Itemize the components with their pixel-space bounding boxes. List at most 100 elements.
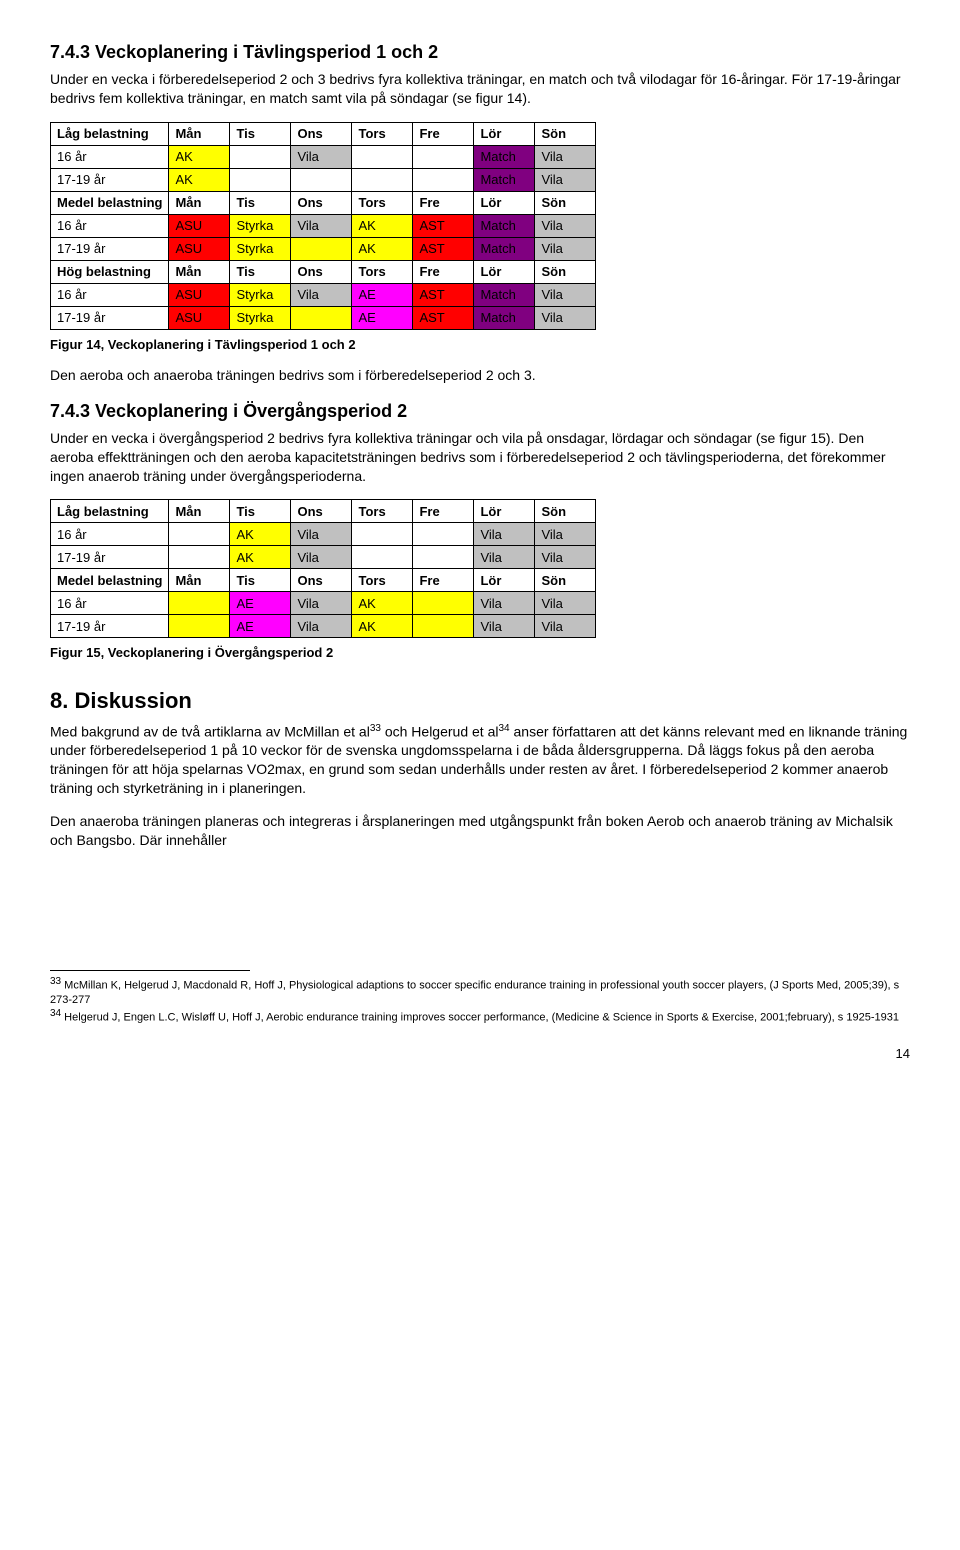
schedule-cell: AK	[352, 238, 413, 261]
schedule-cell	[169, 523, 230, 546]
schedule-cell	[352, 546, 413, 569]
row-label: 17-19 år	[51, 307, 169, 330]
day-header: Tors	[352, 261, 413, 284]
group-label: Låg belastning	[51, 123, 169, 146]
schedule-cell: ASU	[169, 238, 230, 261]
row-label: 17-19 år	[51, 238, 169, 261]
section3-para1: Med bakgrund av de två artiklarna av McM…	[50, 722, 910, 798]
day-header: Mån	[169, 192, 230, 215]
day-header: Sön	[535, 569, 596, 592]
schedule-cell	[413, 523, 474, 546]
day-header: Tors	[352, 123, 413, 146]
schedule-cell: Vila	[291, 284, 352, 307]
schedule-cell: Vila	[291, 523, 352, 546]
schedule-cell: Vila	[291, 146, 352, 169]
schedule-cell: AE	[230, 615, 291, 638]
schedule-cell: ASU	[169, 284, 230, 307]
day-header: Lör	[474, 123, 535, 146]
day-header: Tors	[352, 500, 413, 523]
schedule-cell	[291, 169, 352, 192]
schedule-cell: Match	[474, 238, 535, 261]
figure14-table: Låg belastningMånTisOnsTorsFreLörSön16 å…	[50, 122, 596, 330]
schedule-cell: Vila	[535, 284, 596, 307]
schedule-cell	[169, 546, 230, 569]
section1-para: Under en vecka i förberedelseperiod 2 oc…	[50, 70, 910, 108]
group-label: Hög belastning	[51, 261, 169, 284]
day-header: Lör	[474, 569, 535, 592]
schedule-cell: AK	[230, 523, 291, 546]
day-header: Tors	[352, 569, 413, 592]
row-label: 17-19 år	[51, 546, 169, 569]
schedule-cell: Vila	[291, 546, 352, 569]
schedule-cell	[413, 146, 474, 169]
schedule-cell	[413, 592, 474, 615]
schedule-cell: AST	[413, 215, 474, 238]
schedule-cell: Vila	[535, 523, 596, 546]
day-header: Lör	[474, 261, 535, 284]
schedule-cell: AK	[352, 215, 413, 238]
schedule-cell: AK	[169, 146, 230, 169]
schedule-cell: Styrka	[230, 307, 291, 330]
day-header: Fre	[413, 192, 474, 215]
row-label: 16 år	[51, 215, 169, 238]
footnotes: 33 McMillan K, Helgerud J, Macdonald R, …	[50, 970, 910, 1025]
schedule-cell	[413, 546, 474, 569]
row-label: 16 år	[51, 523, 169, 546]
schedule-cell	[291, 238, 352, 261]
schedule-cell	[413, 169, 474, 192]
figure15-caption: Figur 15, Veckoplanering i Övergångsperi…	[50, 644, 910, 662]
day-header: Mån	[169, 123, 230, 146]
day-header: Tis	[230, 261, 291, 284]
day-header: Tis	[230, 192, 291, 215]
day-header: Ons	[291, 261, 352, 284]
schedule-cell: Vila	[291, 615, 352, 638]
day-header: Sön	[535, 500, 596, 523]
day-header: Ons	[291, 192, 352, 215]
schedule-cell	[169, 592, 230, 615]
day-header: Fre	[413, 569, 474, 592]
schedule-cell: Vila	[535, 592, 596, 615]
schedule-cell: AST	[413, 307, 474, 330]
schedule-cell: Vila	[474, 546, 535, 569]
section1-after: Den aeroba och anaeroba träningen bedriv…	[50, 366, 910, 385]
schedule-cell	[169, 615, 230, 638]
row-label: 17-19 år	[51, 169, 169, 192]
schedule-cell: ASU	[169, 215, 230, 238]
section3-heading: 8. Diskussion	[50, 686, 910, 716]
section2-heading: 7.4.3 Veckoplanering i Övergångsperiod 2	[50, 399, 910, 423]
schedule-cell: Vila	[535, 169, 596, 192]
day-header: Tors	[352, 192, 413, 215]
schedule-cell: Vila	[535, 215, 596, 238]
row-label: 16 år	[51, 146, 169, 169]
day-header: Mån	[169, 569, 230, 592]
day-header: Lör	[474, 192, 535, 215]
schedule-cell: Vila	[535, 615, 596, 638]
schedule-cell	[352, 523, 413, 546]
day-header: Ons	[291, 123, 352, 146]
day-header: Tis	[230, 500, 291, 523]
schedule-cell: Styrka	[230, 284, 291, 307]
group-label: Medel belastning	[51, 192, 169, 215]
schedule-cell: Styrka	[230, 215, 291, 238]
schedule-cell: ASU	[169, 307, 230, 330]
day-header: Sön	[535, 123, 596, 146]
day-header: Fre	[413, 261, 474, 284]
section2-para: Under en vecka i övergångsperiod 2 bedri…	[50, 429, 910, 486]
day-header: Mån	[169, 500, 230, 523]
schedule-cell: Match	[474, 169, 535, 192]
schedule-cell	[291, 307, 352, 330]
schedule-cell: AK	[352, 615, 413, 638]
schedule-cell: AE	[352, 284, 413, 307]
schedule-cell: Vila	[535, 307, 596, 330]
day-header: Tis	[230, 569, 291, 592]
schedule-cell: Vila	[291, 592, 352, 615]
schedule-cell: Vila	[535, 146, 596, 169]
schedule-cell: Match	[474, 215, 535, 238]
schedule-cell: Styrka	[230, 238, 291, 261]
schedule-cell: AST	[413, 238, 474, 261]
row-label: 16 år	[51, 284, 169, 307]
schedule-cell: Vila	[535, 238, 596, 261]
day-header: Mån	[169, 261, 230, 284]
day-header: Sön	[535, 192, 596, 215]
schedule-cell: Vila	[474, 592, 535, 615]
